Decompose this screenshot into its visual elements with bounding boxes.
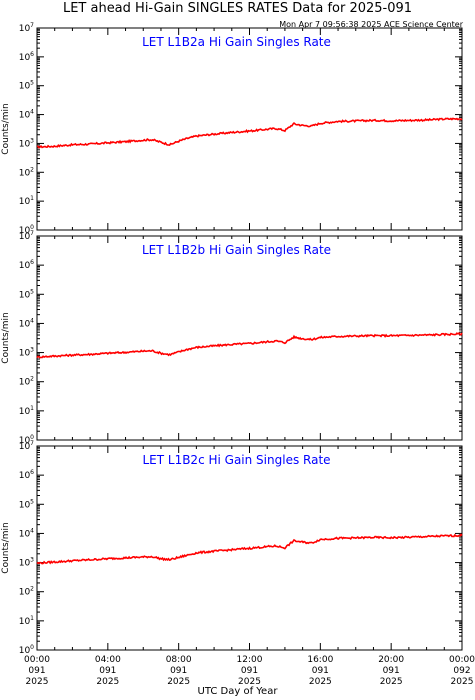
x-tick-label: 091 xyxy=(312,666,329,676)
x-tick-label: 2025 xyxy=(238,677,261,687)
y-tick-label: 102 xyxy=(19,166,34,178)
x-tick-label: 091 xyxy=(28,666,45,676)
y-tick-label: 107 xyxy=(19,230,34,242)
x-tick-label: 2025 xyxy=(380,677,403,687)
page-title: LET ahead Hi-Gain SINGLES RATES Data for… xyxy=(62,1,413,16)
x-tick-label: 12:00 xyxy=(237,655,263,665)
y-tick-label: 106 xyxy=(19,51,34,63)
y-tick-label: 106 xyxy=(19,469,34,481)
data-series-line xyxy=(36,331,463,359)
x-tick-label: 04:00 xyxy=(95,655,121,665)
y-tick-label: 103 xyxy=(19,557,34,569)
y-tick-label: 107 xyxy=(19,440,34,452)
y-tick-label: 101 xyxy=(19,195,34,207)
y-tick-label: 105 xyxy=(19,498,34,510)
timestamp: Mon Apr 7 09:56:38 2025 ACE Science Cent… xyxy=(279,20,463,29)
y-tick-label: 107 xyxy=(19,22,34,34)
panel-title: LET L1B2c Hi Gain Singles Rate xyxy=(142,453,330,467)
y-tick-label: 103 xyxy=(19,347,34,359)
x-tick-label: 16:00 xyxy=(307,655,333,665)
x-tick-label: 091 xyxy=(241,666,258,676)
y-tick-label: 106 xyxy=(19,259,34,271)
y-tick-label: 104 xyxy=(19,527,34,539)
y-tick-label: 100 xyxy=(19,644,34,656)
x-tick-label: 2025 xyxy=(26,677,49,687)
x-tick-label: 091 xyxy=(99,666,116,676)
panel-3: 100 101 102 103 104 105 106 107 LET L1B2c Hi Gai… xyxy=(19,440,463,656)
panel-title: LET L1B2a Hi Gain Singles Rate xyxy=(142,35,331,49)
x-tick-label: 091 xyxy=(170,666,187,676)
y-tick-label: 102 xyxy=(19,586,34,598)
panel-title: LET L1B2b Hi Gain Singles Rate xyxy=(142,243,331,257)
x-axis-title: UTC Day of Year xyxy=(197,686,278,697)
y-axis-label: Counts/min xyxy=(1,312,11,364)
x-tick-label: 20:00 xyxy=(378,655,404,665)
data-series-line xyxy=(36,117,463,149)
y-tick-label: 101 xyxy=(19,615,34,627)
y-tick-label: 100 xyxy=(19,434,34,446)
y-tick-label: 102 xyxy=(19,376,34,388)
x-tick-label: 00:00 xyxy=(24,655,50,665)
y-tick-label: 104 xyxy=(19,109,34,121)
x-tick-label: 092 xyxy=(453,666,470,676)
y-tick-label: 104 xyxy=(19,317,34,329)
data-series-line xyxy=(36,533,463,565)
y-tick-label: 105 xyxy=(19,288,34,300)
x-tick-label: 2025 xyxy=(309,677,332,687)
x-tick-label: 091 xyxy=(383,666,400,676)
x-tick-label: 2025 xyxy=(96,677,119,687)
y-tick-label: 105 xyxy=(19,80,34,92)
x-tick-label: 00:00 xyxy=(449,655,475,665)
y-tick-label: 100 xyxy=(19,224,34,236)
panel-frame xyxy=(36,27,463,231)
x-tick-label: 2025 xyxy=(167,677,190,687)
x-tick-label: 08:00 xyxy=(166,655,192,665)
y-tick-label: 101 xyxy=(19,405,34,417)
x-tick-label: 2025 xyxy=(451,677,474,687)
y-tick-label: 103 xyxy=(19,137,34,149)
y-axis-label: Counts/min xyxy=(1,522,11,574)
y-axis-label: Counts/min xyxy=(1,103,11,155)
panel-frame xyxy=(36,235,463,441)
panel-1: 100 101 102 103 104 105 106 107 LET L1B2a Hi Gai… xyxy=(19,22,463,236)
panel-2: 100 101 102 103 104 105 106 107 LET L1B2b Hi Gai… xyxy=(19,230,463,446)
